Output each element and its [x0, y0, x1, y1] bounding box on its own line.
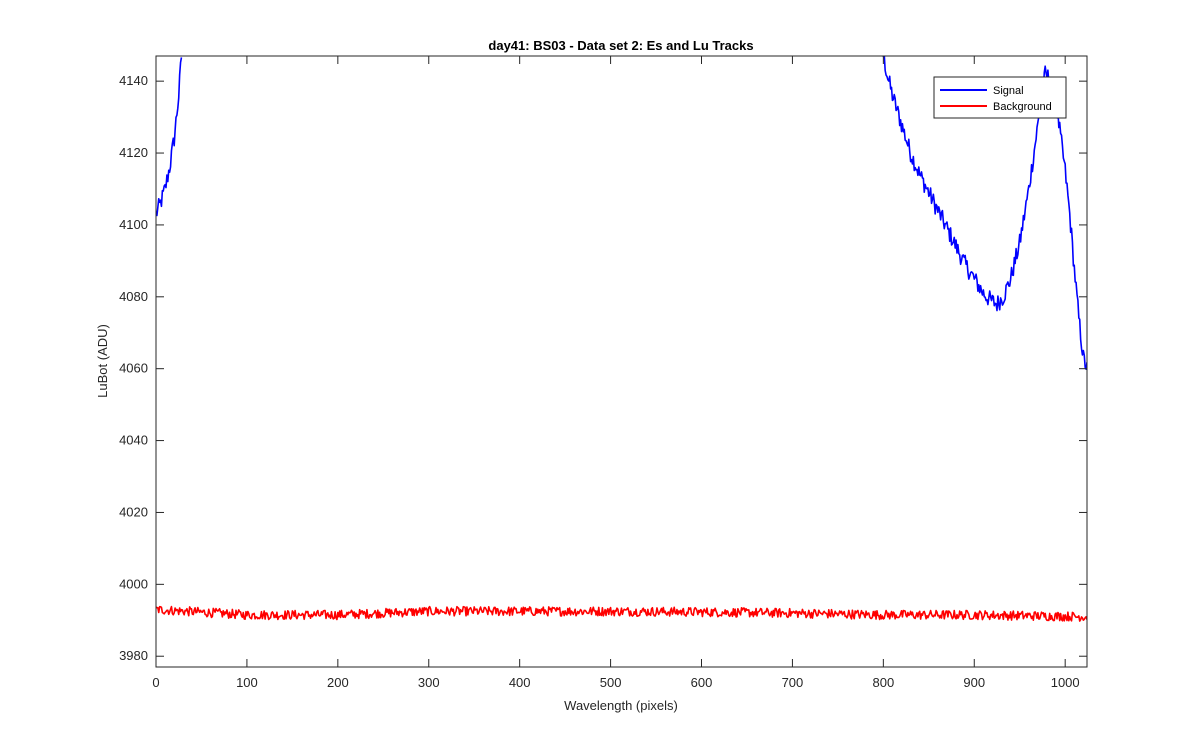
- chart-title: day41: BS03 - Data set 2: Es and Lu Trac…: [488, 38, 753, 53]
- x-tick-label: 300: [418, 675, 440, 690]
- x-tick-label: 100: [236, 675, 258, 690]
- legend-label-background: Background: [993, 101, 1052, 113]
- x-tick-label: 900: [963, 675, 985, 690]
- legend-box: [933, 76, 1067, 119]
- x-tick-label: 200: [327, 675, 349, 690]
- y-tick-label: 4020: [119, 504, 148, 519]
- x-tick-label: 600: [691, 675, 713, 690]
- legend-label-signal: Signal: [993, 85, 1024, 97]
- y-tick-label: 4000: [119, 576, 148, 591]
- y-tick-label: 4040: [119, 433, 148, 448]
- x-axis-label: Wavelength (pixels): [564, 698, 678, 713]
- x-tick-label: 800: [872, 675, 894, 690]
- y-axis-label: LuBot (ADU): [95, 324, 110, 398]
- legend: Signal Background: [933, 76, 1067, 119]
- y-tick-label: 4080: [119, 289, 148, 304]
- series-line-background: [156, 605, 1087, 622]
- x-tick-label: 700: [782, 675, 804, 690]
- x-tick-label: 0: [152, 675, 159, 690]
- x-tick-label: 1000: [1051, 675, 1080, 690]
- y-tick-label: 4140: [119, 73, 148, 88]
- y-tick-label: 4100: [119, 217, 148, 232]
- x-tick-label: 500: [600, 675, 622, 690]
- y-tick-label: 4120: [119, 145, 148, 160]
- y-tick-label: 3980: [119, 648, 148, 663]
- plot-area: [156, 56, 1087, 667]
- plot-frame: [155, 55, 1088, 668]
- y-tick-label: 4060: [119, 361, 148, 376]
- ticks-layer: 0 100 200 300 400 500 600 700 800 900 1000 3980 4000…: [119, 56, 1087, 690]
- x-tick-label: 400: [509, 675, 531, 690]
